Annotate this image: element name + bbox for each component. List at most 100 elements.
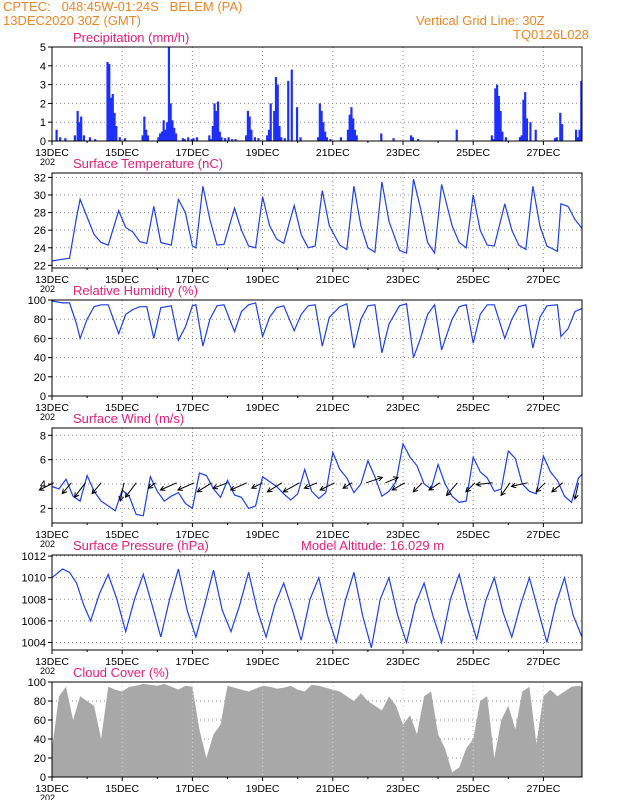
ytick-label: 26 [34, 225, 46, 237]
precip-bar [166, 122, 169, 141]
wind-arrow [365, 476, 383, 484]
wind-arrowhead [393, 476, 400, 482]
xtick-label: 21DEC [316, 529, 350, 541]
precip-bar [253, 137, 257, 141]
xtick-label: 19DEC [246, 274, 280, 286]
precip-bar [157, 137, 160, 141]
precip-bar [227, 137, 230, 141]
ytick-label: 1012 [22, 551, 46, 563]
panel-3: 0 20 40 60 80 100 13DEC 15DEC 17DEC 19DEC 21DEC 23D… [28, 283, 583, 422]
xtick-label: 23DEC [386, 274, 420, 286]
xtick-label: 25DEC [456, 274, 490, 286]
precip-bar [64, 138, 67, 141]
xtick-label: 13DEC [35, 274, 69, 286]
wind-arrow [39, 482, 54, 491]
precip-bar [392, 138, 395, 141]
xtick-label: 15DEC [105, 274, 139, 286]
wind-arrow [385, 476, 399, 484]
precip-bar [280, 137, 283, 141]
panel-5: 1004 1006 1008 1010 1012 13DEC 15DEC 17DEC 19DEC… [22, 538, 583, 676]
precip-bar [553, 138, 557, 141]
ytick-label: 8 [40, 430, 46, 442]
precip-bar [115, 125, 118, 141]
station-header-line2: 13DEC2020 30Z (GMT) [3, 13, 141, 28]
ytick-label: 80 [34, 696, 46, 708]
precip-bar [181, 138, 185, 141]
precip-bar [109, 97, 113, 141]
precip-bar [496, 84, 499, 141]
panel-title: Surface Temperature (nC) [73, 156, 223, 171]
precip-bar [123, 138, 127, 141]
precip-bar [231, 139, 234, 141]
precip-bar [576, 137, 579, 141]
precip-bar [320, 110, 323, 141]
ytick-label: 2 [40, 503, 46, 515]
precip-bar [246, 110, 250, 141]
precip-bar [108, 63, 111, 141]
precip-bar [520, 135, 523, 141]
wind-arrowhead [61, 488, 68, 495]
precip-bar [220, 137, 223, 141]
precip-bar [174, 133, 178, 141]
precip-bar [88, 137, 92, 141]
xtick-label: 21DEC [316, 402, 350, 414]
wind-arrow [428, 482, 441, 491]
precip-bar [329, 139, 332, 141]
precip-bar [499, 110, 502, 141]
panel-title: Precipitation (mm/h) [73, 30, 189, 45]
wind-arrow [177, 482, 195, 491]
precip-bar [283, 138, 286, 141]
xtick-label: 21DEC [316, 783, 350, 795]
precip-bar [106, 62, 109, 141]
year-label-clipped: 202 [40, 157, 55, 167]
ytick-label: 0 [40, 772, 46, 784]
series-line [51, 179, 583, 262]
precip-bar [183, 139, 186, 141]
xtick-label: 21DEC [316, 274, 350, 286]
wind-arrowhead [475, 481, 482, 487]
precip-bar [223, 138, 227, 141]
xtick-label: 19DEC [246, 529, 280, 541]
wind-arrowhead [303, 483, 310, 490]
wind-arrowhead [282, 487, 289, 493]
wind-arrow [500, 482, 511, 496]
wind-arrowhead [147, 483, 154, 489]
wind-arrowhead [551, 486, 557, 493]
ytick-label: 1006 [22, 616, 46, 628]
wind-arrow [91, 482, 102, 494]
xtick-label: 25DEC [456, 529, 490, 541]
xtick-label: 15DEC [105, 656, 139, 668]
xtick-label: 19DEC [246, 656, 280, 668]
xtick-label: 23DEC [386, 402, 420, 414]
panel-title: Relative Humidity (%) [73, 283, 198, 298]
precip-bar [273, 110, 276, 141]
xtick-label: 23DEC [386, 147, 420, 159]
panel-4: 2 4 6 8 13DEC 15DEC 17DEC 19DEC 21DEC 23DEC 25DEC 2… [35, 411, 583, 549]
wind-arrow [125, 482, 137, 498]
series-line [51, 568, 583, 648]
panel-title: Surface Wind (m/s) [73, 411, 184, 426]
wind-arrow [511, 482, 528, 487]
precip-bar [560, 124, 564, 141]
wind-arrowhead [212, 484, 219, 490]
wind-arrow [304, 482, 318, 489]
xtick-label: 13DEC [35, 783, 69, 795]
wind-arrow [535, 482, 546, 493]
ytick-label: 28 [34, 208, 46, 220]
wind-arrow [446, 482, 458, 496]
precip-bar [209, 139, 213, 141]
panel-title: Surface Pressure (hPa) [73, 538, 209, 553]
wind-arrowhead [500, 490, 506, 497]
precip-bar [290, 69, 293, 141]
ytick-label: 40 [34, 353, 46, 365]
precip-bar [257, 138, 260, 141]
ytick-label: 1004 [22, 637, 46, 649]
wind-arrowhead [73, 492, 80, 499]
wind-arrowhead [229, 485, 236, 491]
precip-bar [559, 112, 562, 141]
wind-arrowhead [319, 485, 326, 491]
ytick-label: 6 [40, 455, 46, 467]
ytick-label: 20 [34, 372, 46, 384]
precip-bar [213, 103, 216, 141]
ytick-label: 1010 [22, 573, 46, 585]
